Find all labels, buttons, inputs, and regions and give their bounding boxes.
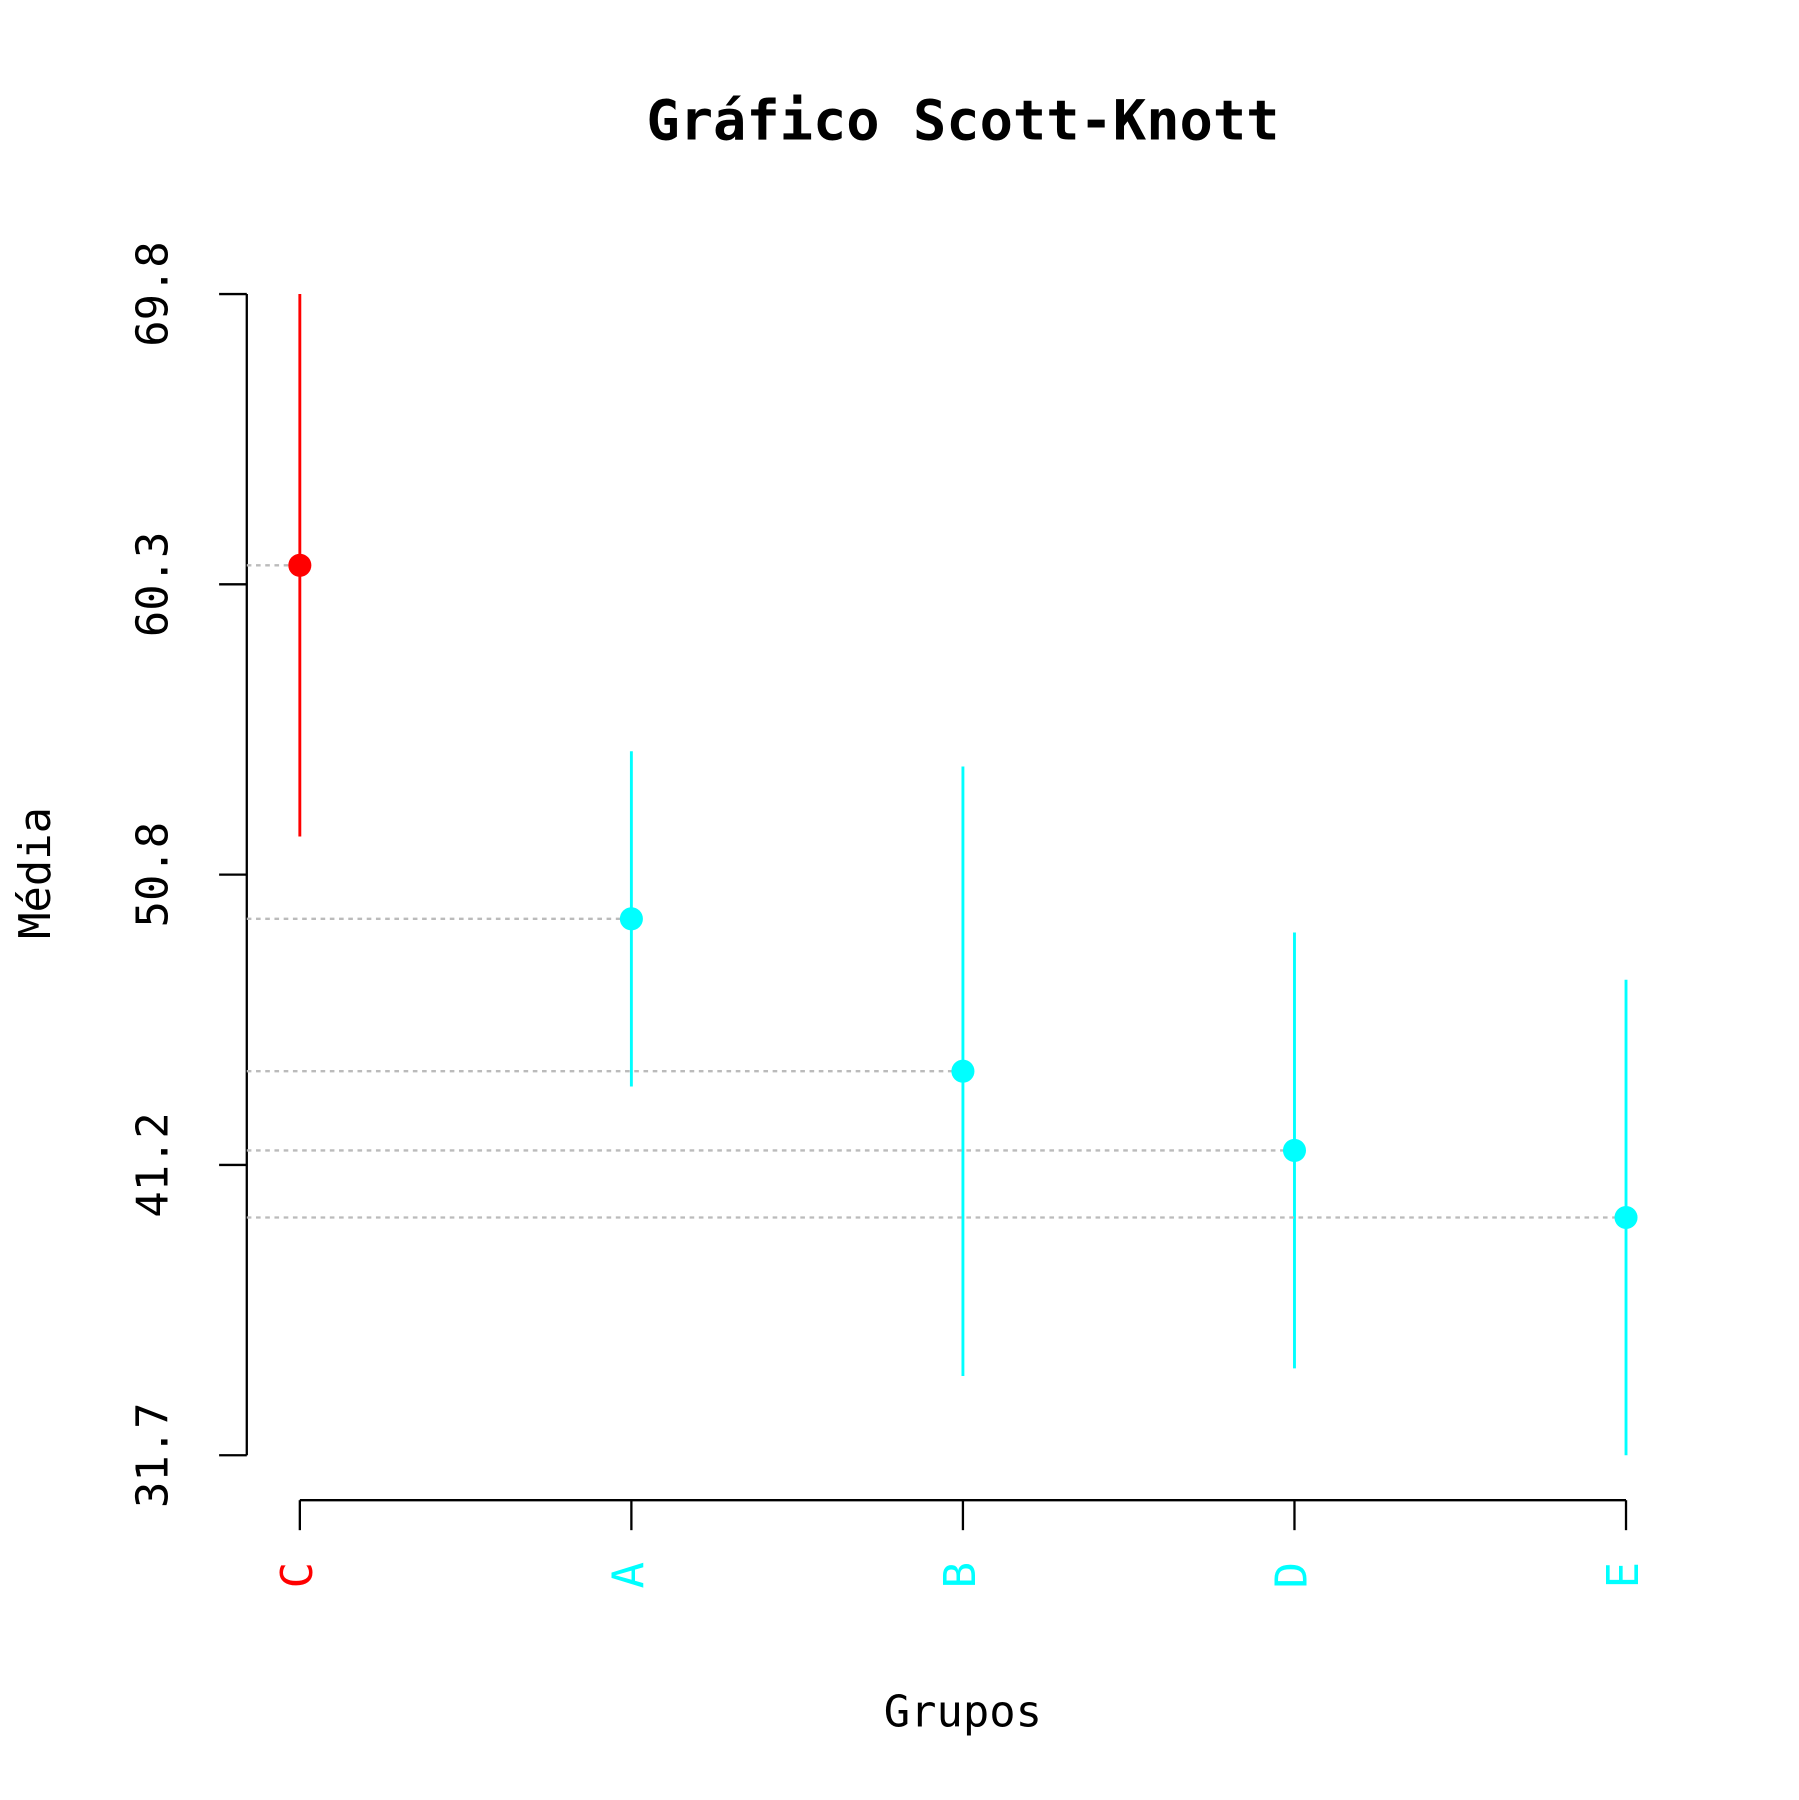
y-tick-label: 69.8 [128,241,179,346]
x-tick-label: E [1598,1562,1649,1588]
y-tick-label: 31.7 [128,1402,179,1507]
y-tick-label: 60.3 [128,532,179,637]
point [1614,1205,1638,1230]
point [951,1059,975,1083]
y-tick-label: 41.2 [128,1112,179,1217]
x-tick-label: D [1266,1562,1317,1588]
x-tick-label: C [272,1562,323,1588]
point [288,553,312,577]
x-tick-label: A [603,1562,654,1588]
y-tick-label: 50.8 [128,822,179,927]
x-tick-label: B [935,1562,986,1588]
chart-title: Gráfico Scott-Knott [646,90,1279,154]
x-axis-label: Grupos [884,1687,1042,1738]
point [619,907,643,931]
y-axis-label: Média [10,807,61,939]
point [1282,1138,1307,1162]
